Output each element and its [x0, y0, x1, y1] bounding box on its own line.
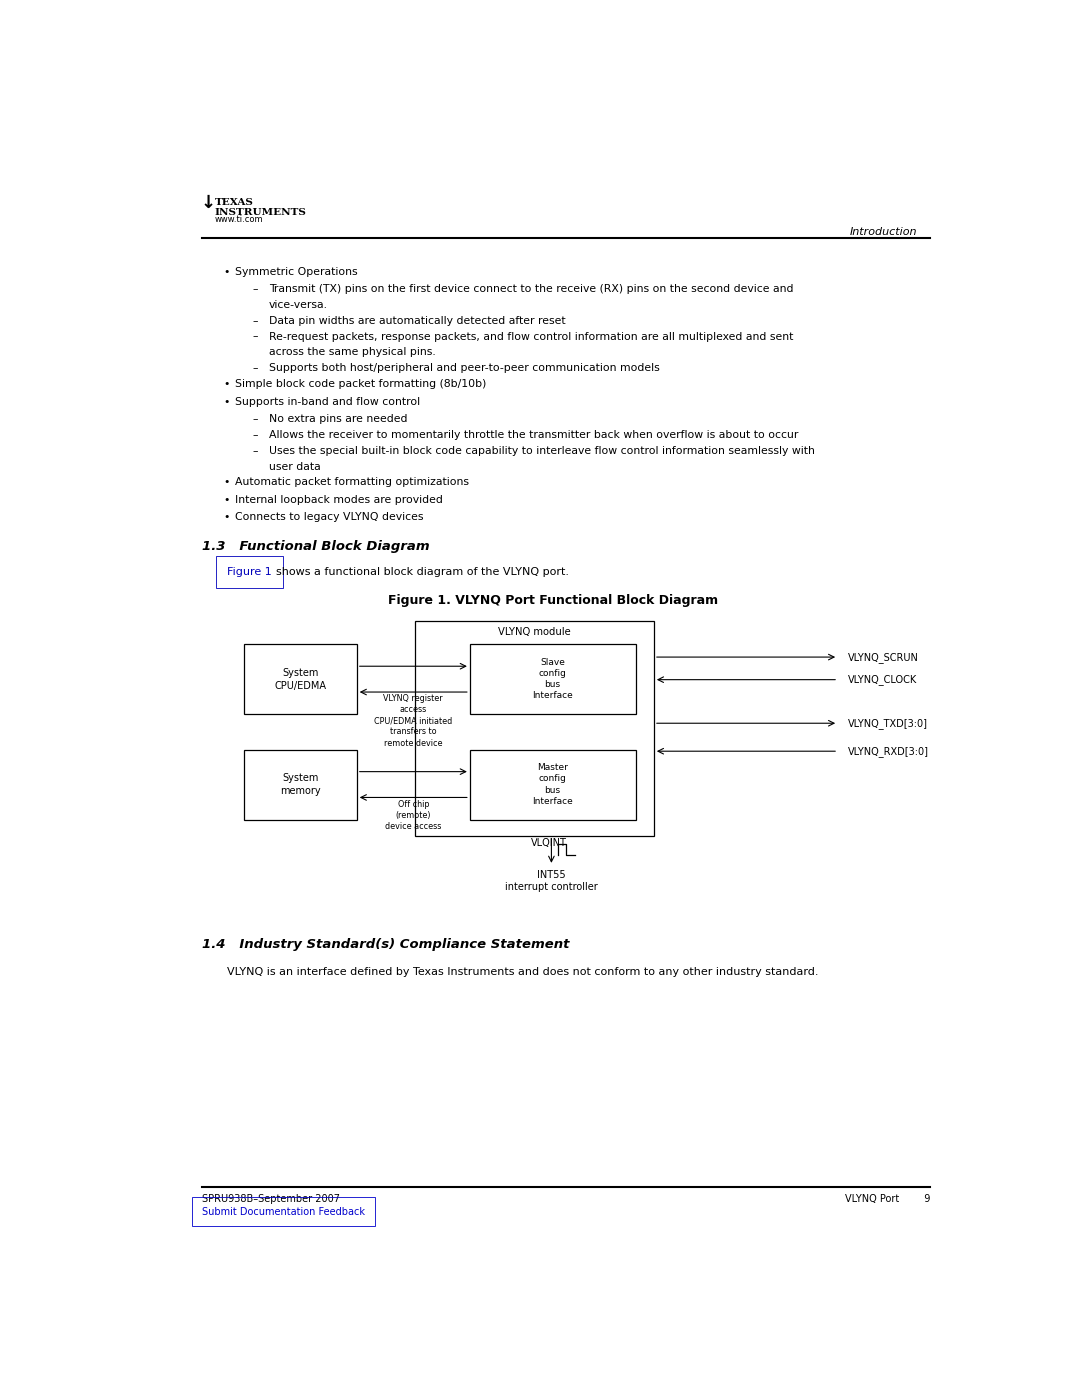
- Text: VLYNQ is an interface defined by Texas Instruments and does not conform to any o: VLYNQ is an interface defined by Texas I…: [227, 967, 819, 977]
- Bar: [416, 620, 654, 835]
- Text: –: –: [253, 316, 258, 326]
- Bar: [244, 750, 356, 820]
- Text: •: •: [222, 380, 229, 390]
- Text: vice-versa.: vice-versa.: [269, 300, 328, 310]
- Text: –: –: [253, 331, 258, 342]
- Text: shows a functional block diagram of the VLYNQ port.: shows a functional block diagram of the …: [275, 567, 568, 577]
- Text: 1.3   Functional Block Diagram: 1.3 Functional Block Diagram: [202, 539, 430, 553]
- Text: Supports both host/peripheral and peer-to-peer communication models: Supports both host/peripheral and peer-t…: [269, 363, 660, 373]
- Text: Uses the special built-in block code capability to interleave flow control infor: Uses the special built-in block code cap…: [269, 446, 814, 455]
- Text: Data pin widths are automatically detected after reset: Data pin widths are automatically detect…: [269, 316, 566, 326]
- Text: VLYNQ_CLOCK: VLYNQ_CLOCK: [848, 675, 917, 685]
- Text: VLYNQ register
access
CPU/EDMA initiated
transfers to
remote device: VLYNQ register access CPU/EDMA initiated…: [374, 694, 453, 747]
- Text: –: –: [253, 446, 258, 455]
- Text: INT55
interrupt controller: INT55 interrupt controller: [505, 870, 598, 893]
- Text: SPRU938B–September 2007: SPRU938B–September 2007: [202, 1194, 340, 1204]
- Text: –: –: [253, 414, 258, 423]
- Text: –: –: [253, 284, 258, 293]
- Text: TEXAS
INSTRUMENTS: TEXAS INSTRUMENTS: [215, 198, 307, 217]
- Text: VLYNQ module: VLYNQ module: [498, 627, 571, 637]
- Text: Simple block code packet formatting (8b/10b): Simple block code packet formatting (8b/…: [235, 380, 487, 390]
- Text: Connects to legacy VLYNQ devices: Connects to legacy VLYNQ devices: [235, 511, 424, 522]
- Text: ↓: ↓: [200, 193, 215, 211]
- Text: VLYNQ_RXD[3:0]: VLYNQ_RXD[3:0]: [848, 746, 929, 757]
- Text: System
CPU/EDMA: System CPU/EDMA: [274, 668, 326, 690]
- Text: System
memory: System memory: [280, 773, 321, 796]
- Text: •: •: [222, 397, 229, 407]
- Text: Off chip
(remote)
device access: Off chip (remote) device access: [386, 799, 442, 831]
- Text: user data: user data: [269, 461, 321, 472]
- Text: No extra pins are needed: No extra pins are needed: [269, 414, 407, 423]
- Bar: [244, 644, 356, 714]
- Text: VLYNQ_TXD[3:0]: VLYNQ_TXD[3:0]: [848, 718, 928, 729]
- Text: across the same physical pins.: across the same physical pins.: [269, 348, 435, 358]
- Text: 1.4   Industry Standard(s) Compliance Statement: 1.4 Industry Standard(s) Compliance Stat…: [202, 937, 569, 951]
- Text: Automatic packet formatting optimizations: Automatic packet formatting optimization…: [235, 478, 470, 488]
- Text: Figure 1. VLYNQ Port Functional Block Diagram: Figure 1. VLYNQ Port Functional Block Di…: [389, 594, 718, 606]
- Text: Introduction: Introduction: [850, 226, 918, 237]
- Text: •: •: [222, 511, 229, 522]
- Text: VLYNQ Port        9: VLYNQ Port 9: [845, 1194, 930, 1204]
- Bar: [470, 644, 635, 714]
- Text: Slave
config
bus
Interface: Slave config bus Interface: [532, 658, 573, 700]
- Text: Submit Documentation Feedback: Submit Documentation Feedback: [202, 1207, 365, 1217]
- Text: VLQINT: VLQINT: [530, 838, 566, 848]
- Text: •: •: [222, 267, 229, 277]
- Text: Master
config
bus
Interface: Master config bus Interface: [532, 763, 573, 806]
- Text: VLYNQ_SCRUN: VLYNQ_SCRUN: [848, 651, 919, 662]
- Bar: [470, 750, 635, 820]
- Text: Transmit (TX) pins on the first device connect to the receive (RX) pins on the s: Transmit (TX) pins on the first device c…: [269, 284, 794, 293]
- Text: –: –: [253, 430, 258, 440]
- Text: •: •: [222, 495, 229, 504]
- Text: •: •: [222, 478, 229, 488]
- Text: –: –: [253, 363, 258, 373]
- Text: Supports in-band and flow control: Supports in-band and flow control: [235, 397, 420, 407]
- Text: Figure 1: Figure 1: [227, 567, 272, 577]
- Text: Symmetric Operations: Symmetric Operations: [235, 267, 359, 277]
- Text: Allows the receiver to momentarily throttle the transmitter back when overflow i: Allows the receiver to momentarily throt…: [269, 430, 798, 440]
- Text: Re-request packets, response packets, and flow control information are all multi: Re-request packets, response packets, an…: [269, 331, 794, 342]
- Text: www.ti.com: www.ti.com: [215, 215, 264, 224]
- Text: Internal loopback modes are provided: Internal loopback modes are provided: [235, 495, 443, 504]
